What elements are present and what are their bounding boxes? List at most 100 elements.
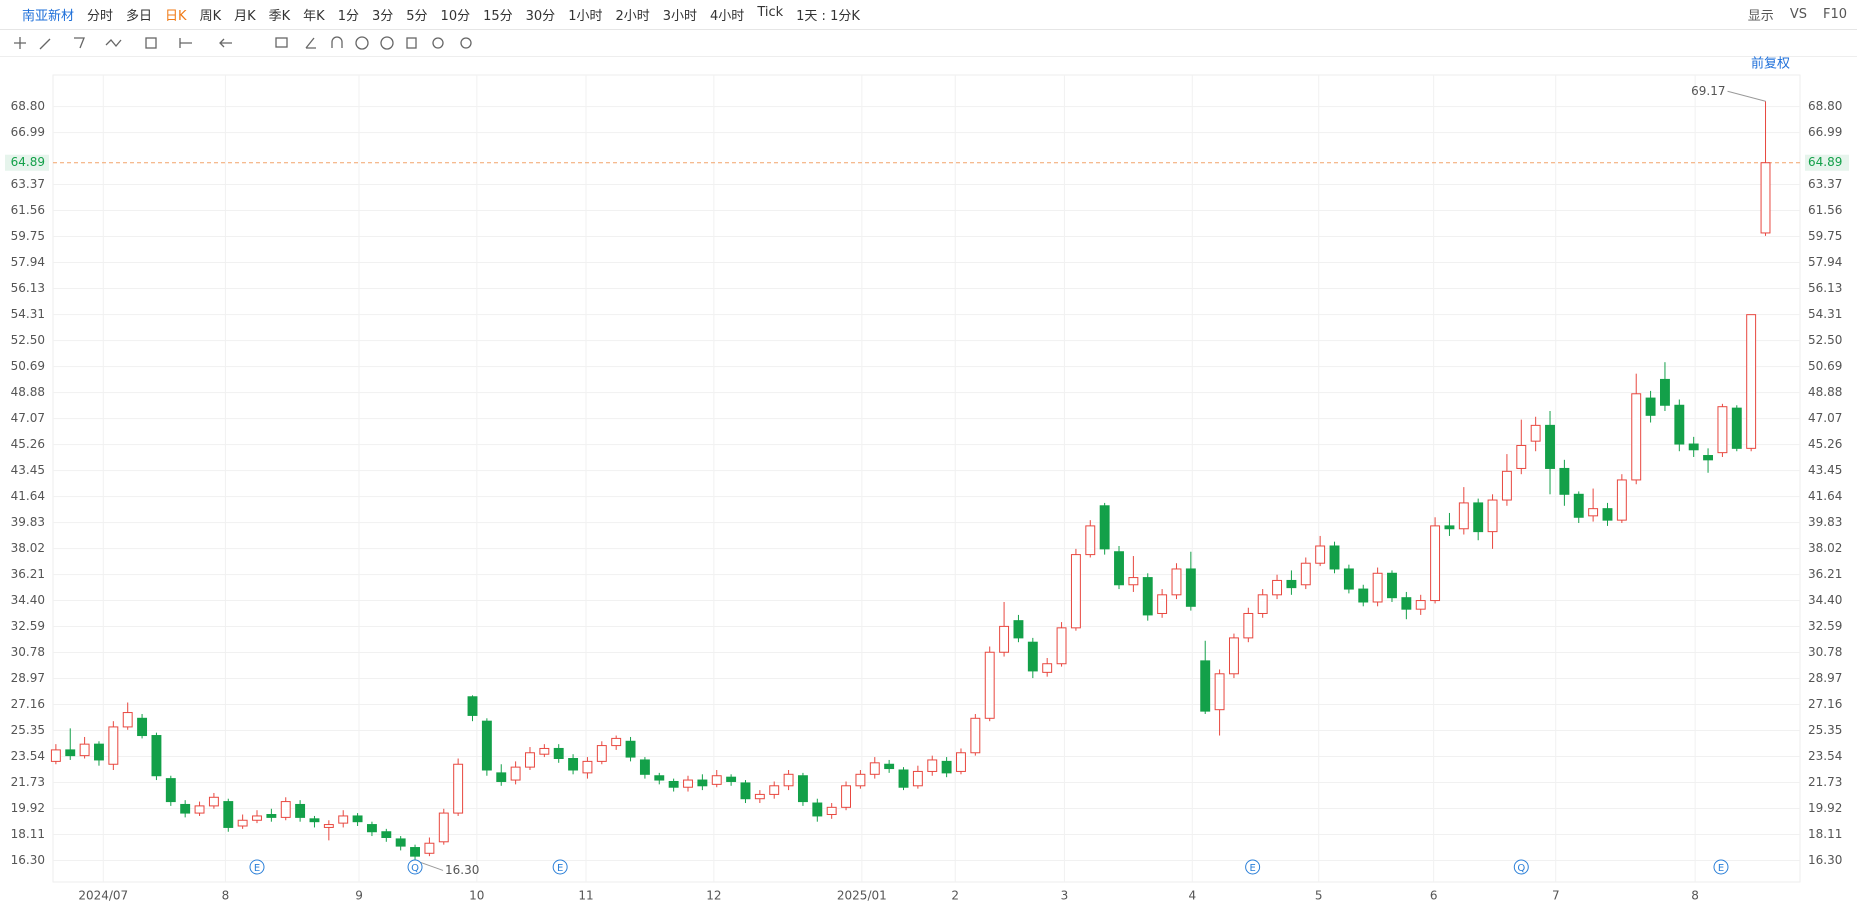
y-tick-label: 63.37 — [11, 177, 45, 191]
y-tick-label: 50.69 — [11, 359, 45, 373]
candle-body — [194, 805, 205, 814]
candle-body — [510, 766, 521, 781]
candle-body — [912, 770, 923, 787]
candle-body — [956, 752, 966, 772]
y-tick-label: 36.21 — [1808, 567, 1842, 581]
y-tick-label: 36.21 — [11, 567, 45, 581]
y-tick-label: 16.30 — [1808, 853, 1842, 867]
note-tool[interactable] — [275, 37, 288, 48]
compare-tool[interactable] — [432, 37, 444, 49]
y-tick-label: 16.30 — [11, 853, 45, 867]
period-button[interactable]: 分时 — [87, 9, 114, 24]
y-tick-label: 66.99 — [1808, 125, 1842, 139]
drawing-tools — [0, 36, 1857, 57]
candle-body — [1358, 588, 1369, 603]
candle-body — [1142, 577, 1153, 616]
event-label: E — [1718, 863, 1724, 874]
x-tick-label: 4 — [1188, 889, 1196, 903]
y-tick-label: 45.26 — [1808, 437, 1842, 451]
period-button[interactable]: 10分 — [440, 9, 471, 24]
candle-body — [1114, 551, 1124, 586]
channel-tool[interactable] — [74, 37, 85, 49]
candle-body — [1272, 579, 1283, 596]
x-tick-label: 2024/07 — [78, 889, 128, 903]
candle-body — [381, 831, 392, 838]
candle-body — [1315, 545, 1326, 564]
period-button[interactable]: 15分 — [483, 9, 513, 24]
candle-body — [1200, 660, 1211, 712]
y-tick-label: 59.75 — [1808, 229, 1842, 243]
period-button[interactable]: 周K — [199, 9, 222, 24]
display-button[interactable]: 显示 — [1747, 9, 1774, 24]
x-tick-label: 9 — [355, 889, 363, 903]
candle-body — [338, 815, 349, 824]
pattern-tool[interactable] — [145, 37, 157, 49]
y-tick-label: 43.45 — [11, 463, 45, 477]
y-tick-label: 48.88 — [1808, 385, 1842, 399]
y-tick-label: 54.31 — [11, 307, 45, 321]
hide-tool[interactable] — [380, 36, 394, 50]
settings-tool[interactable] — [460, 37, 472, 49]
period-button[interactable]: 多日 — [126, 9, 153, 24]
candle-body — [754, 793, 765, 800]
y-tick-label: 19.92 — [1808, 801, 1842, 815]
f10-button[interactable]: F10 — [1822, 7, 1847, 22]
event-marker — [552, 859, 568, 875]
stock-name[interactable]: 南亚新材 — [22, 9, 75, 24]
candle-body — [1545, 424, 1555, 469]
period-button[interactable]: 日K — [165, 9, 187, 24]
period-button[interactable]: 2小时 — [615, 9, 650, 24]
y-tick-label: 21.73 — [1808, 775, 1842, 789]
candle-body — [683, 779, 693, 788]
period-button[interactable]: 3分 — [371, 9, 394, 24]
last-price-bg — [1805, 154, 1849, 171]
y-tick-label: 43.45 — [1808, 463, 1842, 477]
last-price-bg — [5, 154, 49, 171]
y-tick-label: 68.80 — [1808, 99, 1842, 113]
candle-body — [1731, 407, 1742, 449]
wave-tool[interactable] — [105, 39, 122, 48]
arrow-tool[interactable] — [219, 38, 232, 48]
y-tick-label: 61.56 — [1808, 203, 1842, 217]
y-tick-label: 38.02 — [1808, 541, 1842, 555]
event-marker — [249, 859, 265, 875]
candle-body — [970, 717, 981, 754]
x-tick-label: 12 — [706, 889, 721, 903]
candle-body — [999, 625, 1010, 653]
period-button[interactable]: 3小时 — [662, 9, 698, 24]
period-button[interactable]: 年K — [303, 9, 325, 24]
candle-body — [1013, 620, 1024, 639]
candle-body — [1645, 397, 1656, 416]
candle-body — [1430, 525, 1441, 602]
delete-tool[interactable] — [406, 37, 417, 49]
line-tool[interactable] — [39, 38, 51, 50]
period-button[interactable]: 1分 — [337, 9, 359, 24]
candle-body — [1027, 641, 1038, 672]
x-tick-label: 7 — [1552, 889, 1560, 903]
period-button[interactable]: 5分 — [406, 9, 428, 24]
y-tick-label: 23.54 — [11, 749, 45, 763]
candle-body — [50, 749, 61, 762]
angle-tool[interactable] — [305, 37, 316, 49]
period-button[interactable]: 1天 : 1分K — [796, 9, 860, 24]
annotation-label: 16.30 — [445, 863, 479, 877]
candle-body — [1559, 467, 1570, 495]
adjust-label[interactable]: 前复权 — [1751, 56, 1790, 72]
period-button[interactable]: 30分 — [525, 9, 556, 24]
y-tick-label: 63.37 — [1808, 177, 1842, 191]
y-tick-label: 25.35 — [11, 723, 45, 737]
vs-button[interactable]: VS — [1789, 7, 1807, 22]
event-marker — [1713, 859, 1729, 875]
period-button[interactable]: Tick — [757, 5, 784, 20]
x-tick-label: 8 — [222, 889, 230, 903]
period-button[interactable]: 1小时 — [568, 9, 603, 24]
lock-tool[interactable] — [355, 36, 369, 50]
candle-body — [208, 796, 219, 807]
move-tool[interactable] — [14, 37, 26, 49]
period-button[interactable]: 季K — [268, 9, 291, 24]
period-button[interactable]: 4小时 — [710, 9, 745, 24]
period-button[interactable]: 月K — [234, 9, 256, 24]
magnet-tool[interactable] — [331, 36, 343, 48]
measure-tool[interactable] — [179, 38, 192, 48]
